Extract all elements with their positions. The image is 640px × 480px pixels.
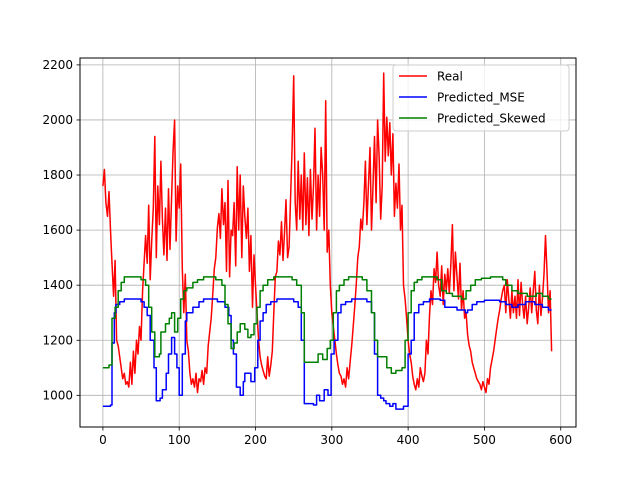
x-tick-label: 100 — [168, 433, 191, 447]
y-tick-label: 1800 — [42, 168, 73, 182]
legend-label-predicted-mse: Predicted_MSE — [437, 91, 525, 105]
y-tick-label: 1400 — [42, 278, 73, 292]
series-line-predicted-skewed — [102, 276, 552, 375]
series-line-predicted-mse — [102, 298, 552, 410]
series-lines — [102, 72, 553, 410]
x-tick-label: 300 — [320, 433, 343, 447]
x-tick-label: 200 — [244, 433, 267, 447]
y-tick-label: 1600 — [42, 223, 73, 237]
y-tick-label: 2000 — [42, 113, 73, 127]
y-tick-label: 1000 — [42, 388, 73, 402]
plot-frame — [79, 57, 577, 428]
y-tick-label: 2200 — [42, 58, 73, 72]
legend-box — [392, 64, 570, 132]
legend: Real Predicted_MSE Predicted_Skewed — [392, 64, 570, 132]
legend-label-predicted-skewed: Predicted_Skewed — [437, 112, 546, 126]
legend-label-real: Real — [437, 70, 463, 84]
x-tick-label: 0 — [99, 433, 107, 447]
x-tick-label: 500 — [473, 433, 496, 447]
x-tick-label: 600 — [549, 433, 572, 447]
y-tick-label: 1200 — [42, 333, 73, 347]
series-line-real — [102, 72, 553, 394]
axis-ticks: 0 100 200 300 400 500 600 1000 1200 1400 1600 1800 2… — [42, 58, 572, 447]
x-tick-label: 400 — [397, 433, 420, 447]
